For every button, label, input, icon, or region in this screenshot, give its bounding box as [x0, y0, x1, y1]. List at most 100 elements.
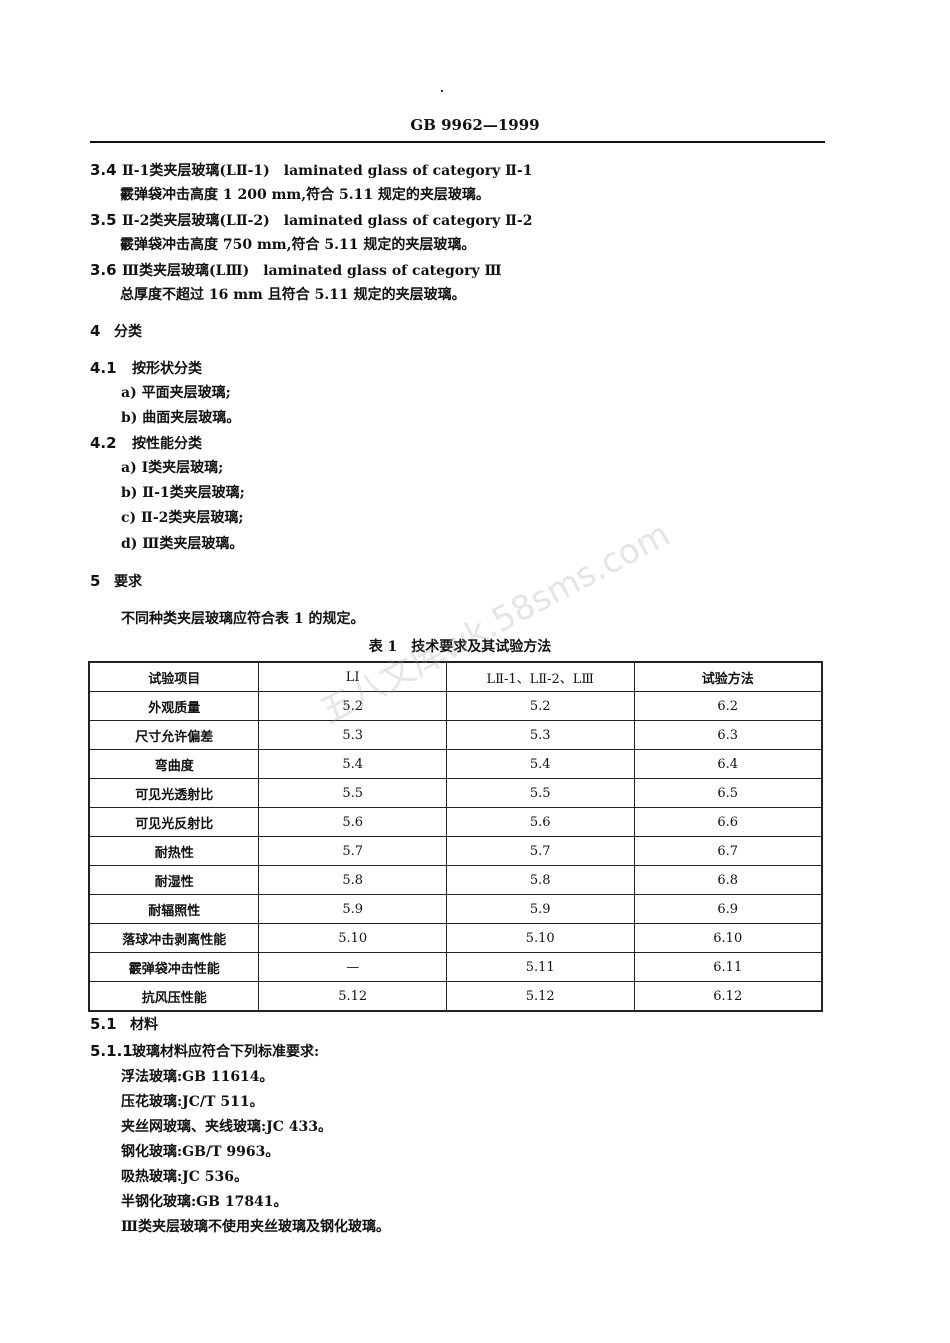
section-number: 5.1 [90, 1015, 117, 1033]
table-row: 尺寸允许偏差 5.3 5.3 6.3 [88, 720, 823, 750]
value-cell: 5.2 [445, 691, 635, 721]
value-cell: 5.3 [445, 720, 635, 750]
value-cell: 5.9 [445, 894, 635, 924]
value-cell: 6.8 [633, 865, 823, 895]
value-cell: 5.6 [445, 807, 635, 837]
table-row: 外观质量 5.2 5.2 6.2 [88, 691, 823, 721]
value-cell: 6.2 [633, 691, 823, 721]
value-cell: 6.9 [633, 894, 823, 924]
def-title: Ⅱ-1类夹层玻璃(LⅡ-1) laminated glass of catego… [122, 163, 533, 179]
header-cell: 试验项目 [88, 661, 260, 692]
value-cell: — [258, 952, 447, 982]
list-item: b) Ⅱ-1类夹层玻璃; [121, 485, 245, 501]
test-item-cell: 可见光反射比 [88, 807, 260, 837]
header-cell: LⅡ-1、LⅡ-2、LⅢ [445, 661, 635, 692]
def-body: 霰弹袋冲击高度 1 200 mm,符合 5.11 规定的夹层玻璃。 [120, 187, 490, 203]
value-cell: 6.7 [633, 836, 823, 866]
section-5-1-1-heading: 5.1.1玻璃材料应符合下列标准要求: [90, 1042, 319, 1061]
page-header: GB 9962—1999 [410, 116, 540, 134]
test-item-cell: 尺寸允许偏差 [88, 720, 260, 750]
header-rule [90, 141, 825, 143]
section-title: 要求 [114, 574, 142, 590]
table-row: 耐辐照性 5.9 5.9 6.9 [88, 894, 823, 924]
header-cell: 试验方法 [633, 661, 823, 692]
table-caption: 表 1 技术要求及其试验方法 [368, 639, 552, 655]
section-number: 4 [90, 322, 101, 340]
def-body: 霰弹袋冲击高度 750 mm,符合 5.11 规定的夹层玻璃。 [120, 237, 476, 253]
test-item-cell: 抗风压性能 [88, 981, 260, 1012]
test-item-cell: 霰弹袋冲击性能 [88, 952, 260, 982]
value-cell: 5.7 [445, 836, 635, 866]
table-row: 落球冲击剥离性能 5.10 5.10 6.10 [88, 923, 823, 953]
value-cell: 5.7 [258, 836, 447, 866]
value-cell: 5.8 [258, 865, 447, 895]
section-5-heading: 5 要求 [90, 572, 142, 591]
def-title: Ⅲ类夹层玻璃(LⅢ) laminated glass of category Ⅲ [122, 263, 502, 279]
test-item-cell: 可见光透射比 [88, 778, 260, 808]
value-cell: 6.6 [633, 807, 823, 837]
section-number: 3.6 [90, 261, 117, 279]
table-row: 弯曲度 5.4 5.4 6.4 [88, 749, 823, 779]
section-number: 5 [90, 572, 101, 590]
section-number: 5.1.1 [90, 1042, 133, 1060]
test-item-cell: 落球冲击剥离性能 [88, 923, 260, 953]
section-4-heading: 4 分类 [90, 322, 142, 341]
list-item: c) Ⅱ-2类夹层玻璃; [121, 510, 244, 526]
table-row: 耐湿性 5.8 5.8 6.8 [88, 865, 823, 895]
section-5-intro: 不同种类夹层玻璃应符合表 1 的规定。 [121, 611, 365, 627]
section-title: 材料 [130, 1017, 158, 1033]
value-cell: 5.3 [258, 720, 447, 750]
list-item: a) Ⅰ类夹层玻璃; [121, 460, 224, 476]
value-cell: 6.12 [633, 981, 823, 1012]
section-4-2-heading: 4.2 按性能分类 [90, 434, 202, 453]
value-cell: 5.9 [258, 894, 447, 924]
standard-item: Ⅲ类夹层玻璃不使用夹丝玻璃及钢化玻璃。 [121, 1219, 391, 1235]
test-item-cell: 弯曲度 [88, 749, 260, 779]
value-cell: 5.4 [258, 749, 447, 779]
table-row: 耐热性 5.7 5.7 6.7 [88, 836, 823, 866]
standard-item: 浮法玻璃:GB 11614。 [121, 1069, 274, 1085]
section-title: 按性能分类 [132, 436, 202, 452]
value-cell: 5.11 [445, 952, 635, 982]
section-title: 按形状分类 [132, 361, 202, 377]
standard-item: 夹丝网玻璃、夹线玻璃:JC 433。 [121, 1119, 333, 1135]
value-cell: 5.6 [258, 807, 447, 837]
list-item: a) 平面夹层玻璃; [121, 385, 231, 401]
value-cell: 6.10 [633, 923, 823, 953]
def-3-4: 3.4 Ⅱ-1类夹层玻璃(LⅡ-1) laminated glass of cat… [90, 161, 532, 180]
def-3-6: 3.6 Ⅲ类夹层玻璃(LⅢ) laminated glass of categor… [90, 261, 502, 280]
value-cell: 5.8 [445, 865, 635, 895]
value-cell: 5.10 [445, 923, 635, 953]
def-3-5: 3.5 Ⅱ-2类夹层玻璃(LⅡ-2) laminated glass of cat… [90, 211, 532, 230]
section-number: 4.1 [90, 359, 117, 377]
test-item-cell: 耐辐照性 [88, 894, 260, 924]
table-header-row: 试验项目 LⅠ LⅡ-1、LⅡ-2、LⅢ 试验方法 [88, 661, 823, 692]
list-item: d) Ⅲ类夹层玻璃。 [121, 536, 244, 552]
value-cell: 6.5 [633, 778, 823, 808]
section-5-1-heading: 5.1 材料 [90, 1015, 158, 1034]
test-item-cell: 耐湿性 [88, 865, 260, 895]
value-cell: 5.12 [258, 981, 447, 1012]
value-cell: 6.11 [633, 952, 823, 982]
section-title: 分类 [114, 324, 142, 340]
table-row: 抗风压性能 5.12 5.12 6.12 [88, 981, 823, 1012]
requirements-table: 试验项目 LⅠ LⅡ-1、LⅡ-2、LⅢ 试验方法 外观质量 5.2 5.2 6.2 尺… [88, 661, 823, 1012]
standard-item: 吸热玻璃:JC 536。 [121, 1169, 249, 1185]
section-number: 3.4 [90, 161, 117, 179]
test-item-cell: 外观质量 [88, 691, 260, 721]
value-cell: 5.5 [445, 778, 635, 808]
table-row: 可见光透射比 5.5 5.5 6.5 [88, 778, 823, 808]
standard-item: 钢化玻璃:GB/T 9963。 [121, 1144, 280, 1160]
table-row: 可见光反射比 5.6 5.6 6.6 [88, 807, 823, 837]
list-item: b) 曲面夹层玻璃。 [121, 410, 241, 426]
value-cell: 5.12 [445, 981, 635, 1012]
section-4-1-heading: 4.1 按形状分类 [90, 359, 202, 378]
def-body: 总厚度不超过 16 mm 且符合 5.11 规定的夹层玻璃。 [120, 287, 466, 303]
value-cell: 5.10 [258, 923, 447, 953]
standard-item: 压花玻璃:JC/T 511。 [121, 1094, 264, 1110]
value-cell: 6.3 [633, 720, 823, 750]
standard-item: 半钢化玻璃:GB 17841。 [121, 1194, 288, 1210]
speck [441, 90, 443, 92]
section-number: 3.5 [90, 211, 117, 229]
